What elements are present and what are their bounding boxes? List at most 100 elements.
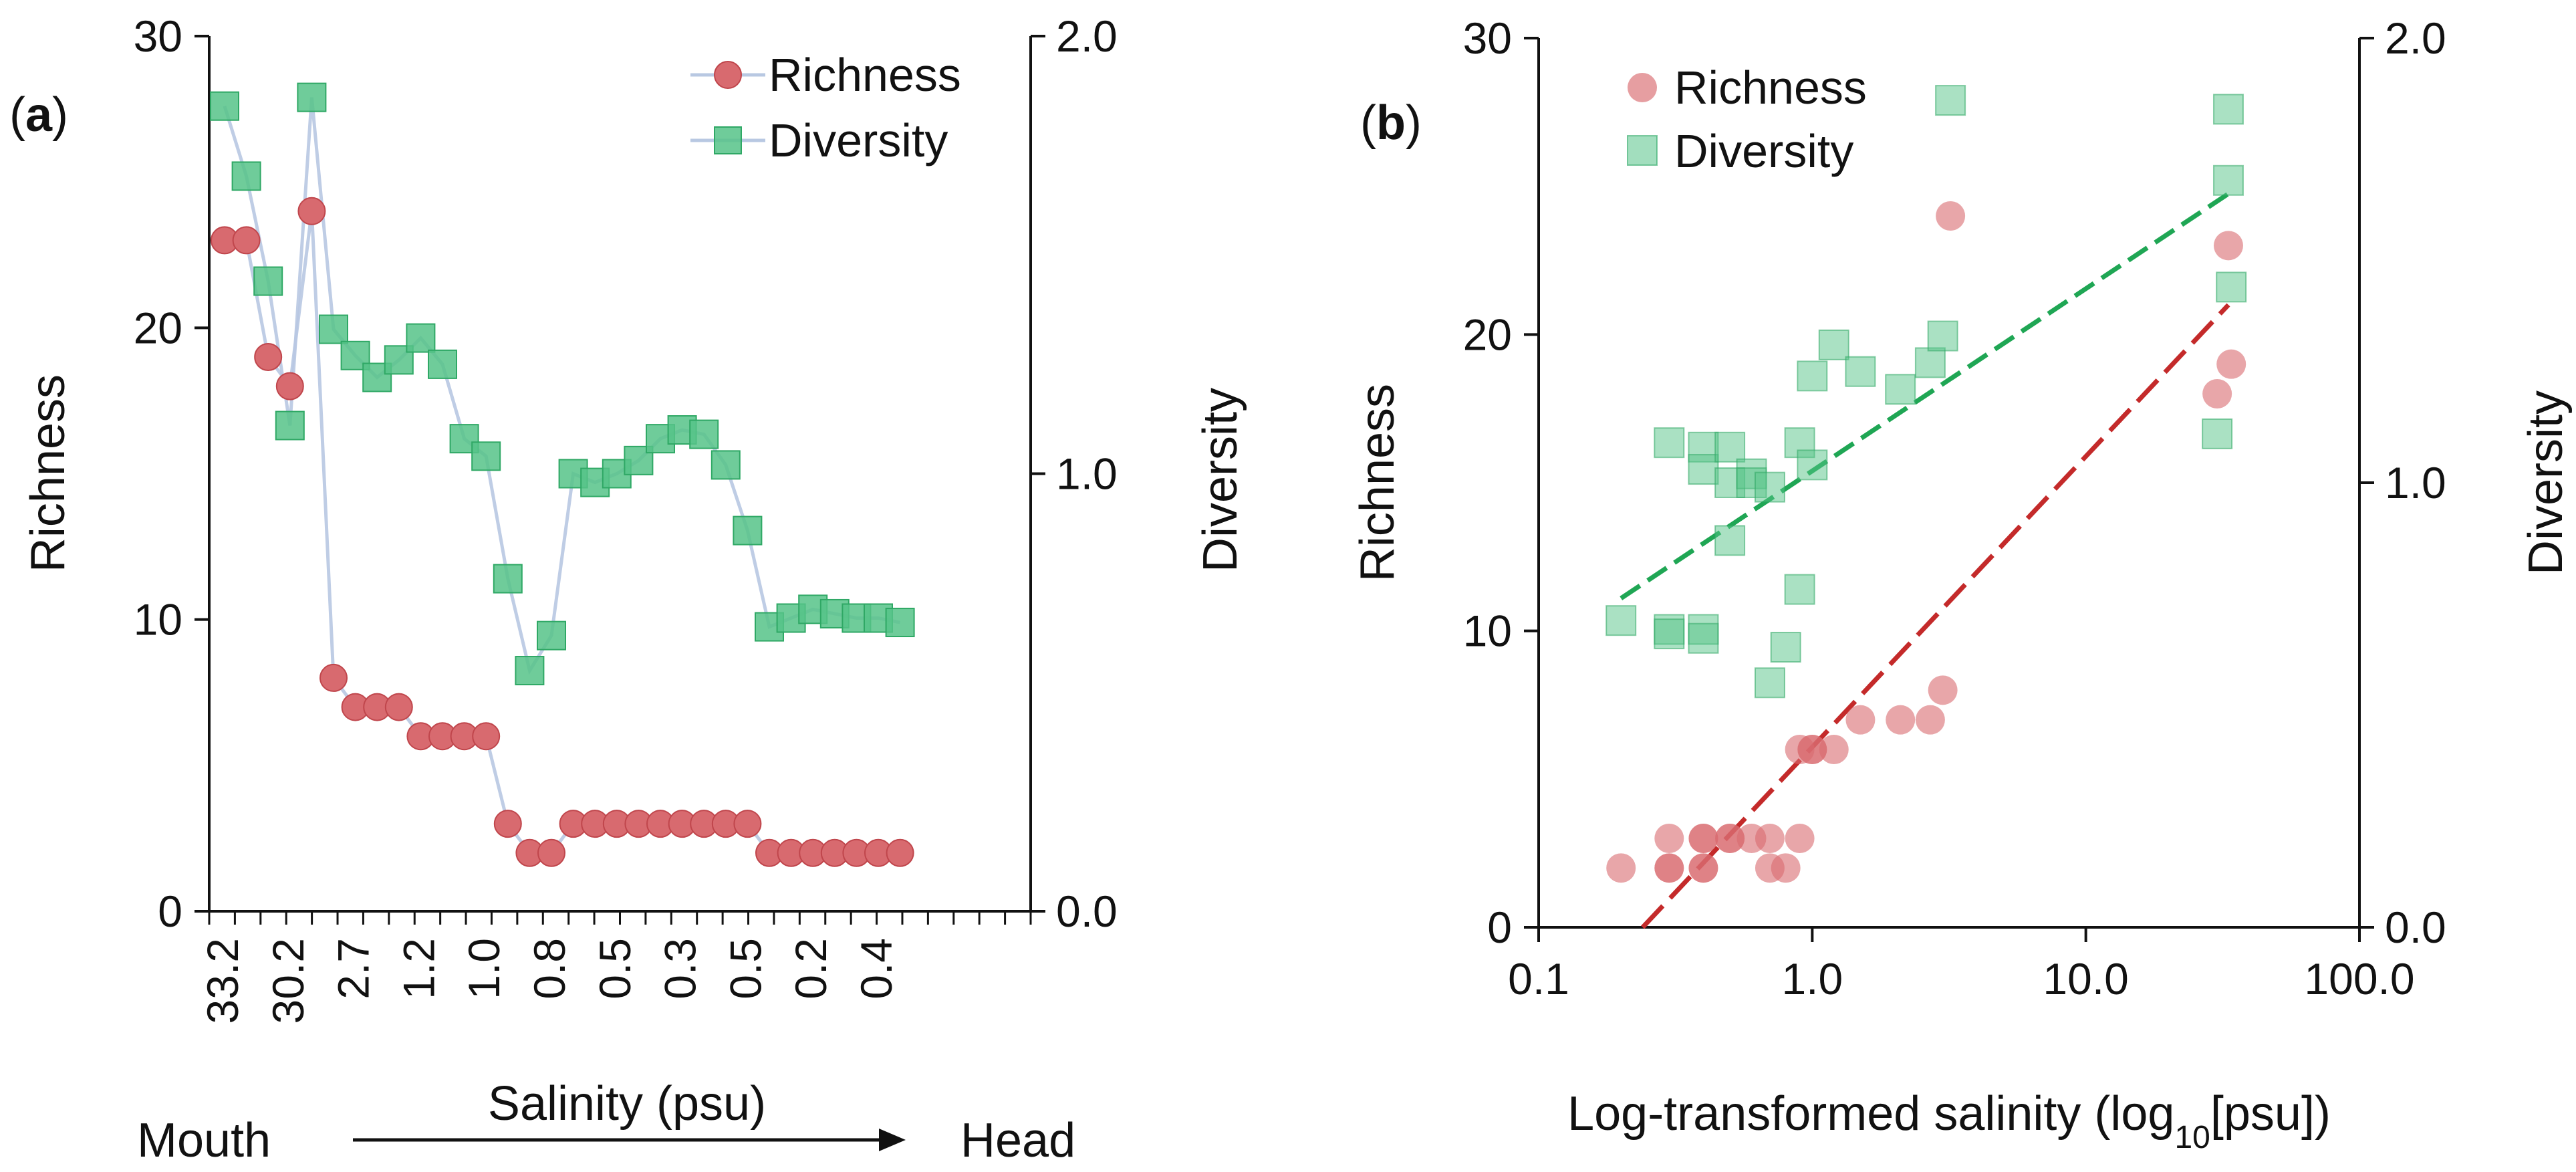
data-point-richness (1606, 853, 1636, 883)
legend-b-richness-marker (1628, 73, 1657, 102)
panel-a-label: (a) (9, 88, 68, 142)
data-point-diversity (2202, 418, 2233, 449)
data-point-diversity (2212, 94, 2244, 125)
data-point-diversity (1770, 632, 1801, 663)
data-point-richness (472, 722, 501, 751)
data-point-diversity (1714, 431, 1746, 463)
data-point-diversity (1797, 360, 1828, 392)
data-point-richness (1819, 735, 1849, 764)
panel-a-xtick-label: 30.2 (263, 938, 313, 1024)
panel-a-xtick-label: 0.3 (656, 938, 705, 1000)
panel-b-x-axis-label: Log-transformed salinity (log10[psu]) (1567, 1087, 2331, 1155)
panel-a-xtick-label: 0.8 (525, 938, 574, 1000)
panel-a-x-axis-label: Salinity (psu) (488, 1077, 766, 1131)
data-point-diversity (1885, 374, 1916, 405)
data-point-diversity (1845, 356, 1876, 387)
panel-b-y2-axis-label: Diversity (2519, 390, 2573, 575)
data-point-diversity (1784, 574, 1815, 605)
data-point-richness (254, 342, 283, 371)
legend-b-richness-label: Richness (1674, 62, 1867, 114)
data-point-richness (275, 372, 304, 400)
data-point-richness (1845, 705, 1876, 735)
data-point-richness (1688, 853, 1718, 883)
panel-b-legend: Richness Diversity (1627, 62, 1867, 177)
legend-b-diversity-marker (1627, 135, 1658, 166)
direction-to-label: Head (960, 1114, 1075, 1167)
panel-b-label: (b) (1360, 96, 1422, 150)
data-point-richness (1654, 824, 1684, 853)
data-point-diversity (1914, 347, 1946, 378)
data-point-diversity (319, 314, 348, 344)
panel-a-ytick-label: 30 (134, 11, 182, 61)
panel-a-xtick-label: 2.7 (329, 938, 378, 1000)
panel-a-xtick-label: 0.4 (852, 938, 901, 1000)
panel-a-xtick-label: 33.2 (198, 938, 247, 1024)
panel-b-y2tick-label: 1.0 (2385, 458, 2446, 507)
data-point-richness (1797, 735, 1827, 764)
data-point-diversity (711, 450, 741, 480)
data-point-diversity (1688, 622, 1719, 654)
panel-a-y-axis-label: Richness (21, 374, 75, 572)
panel-a-xtick-label: 1.0 (459, 938, 509, 1000)
trendline-diversity (1620, 191, 2230, 600)
data-point-richness (1936, 201, 1966, 231)
panel-a-ytick-label: 10 (134, 595, 182, 644)
panel-b-ytick-label: 20 (1463, 310, 1512, 359)
data-point-diversity (384, 345, 414, 375)
panel-b-xtick-label: 10.0 (2043, 954, 2128, 1004)
data-point-richness (2202, 379, 2232, 408)
data-point-richness (232, 226, 261, 255)
legend-b-diversity-label: Diversity (1674, 125, 1853, 177)
panel-b-y-axis-label: Richness (1351, 384, 1404, 582)
data-point-diversity (1818, 329, 1849, 360)
panel-b-y2tick-label: 0.0 (2385, 903, 2446, 952)
data-point-richness (2216, 349, 2246, 379)
panel-a-legend: Richness Diversity (690, 49, 961, 166)
data-point-diversity (1935, 85, 1966, 116)
panel-a-y2tick-label: 1.0 (1056, 449, 1118, 499)
data-point-diversity (471, 441, 501, 471)
data-point-diversity (210, 91, 239, 121)
data-point-diversity (1754, 667, 1785, 699)
panel-b: (b) 0 10 20 30 0.0 1.0 2.0 0.1 1.0 10.0 100.0 Ri… (1351, 13, 2573, 1155)
data-point-diversity (1605, 605, 1637, 636)
data-point-richness (319, 663, 348, 692)
data-point-diversity (1688, 454, 1719, 485)
panel-a: (a) 0 10 20 30 0.0 1.0 2.0 33.2 30.2 2.7 1.2 1.0 0… (9, 11, 1247, 1167)
panel-b-ytick-label: 10 (1463, 606, 1512, 656)
panel-a-y2tick-label: 0.0 (1056, 887, 1118, 936)
panel-b-y2tick-label: 2.0 (2385, 13, 2446, 63)
direction-arrow-head (879, 1129, 906, 1151)
data-point-richness (2213, 231, 2243, 261)
panel-b-xtick-label: 100.0 (2304, 954, 2414, 1004)
panel-a-ytick-label: 0 (158, 887, 182, 936)
data-point-diversity (1927, 320, 1958, 352)
data-point-diversity (253, 266, 283, 296)
panel-a-xtick-label: 0.5 (590, 938, 640, 1000)
data-point-diversity (1714, 525, 1746, 556)
data-point-richness (733, 810, 762, 838)
legend-a-diversity-label: Diversity (769, 114, 948, 166)
data-point-diversity (515, 656, 545, 686)
panel-a-y2tick-label: 2.0 (1056, 11, 1118, 61)
data-point-richness (537, 838, 565, 867)
data-point-richness (384, 693, 413, 721)
data-point-diversity (733, 515, 763, 546)
data-point-diversity (885, 608, 915, 638)
legend-a-richness-label: Richness (769, 49, 961, 101)
trendline-richness (1641, 303, 2230, 929)
series-line-diversity (223, 97, 901, 675)
data-point-richness (1688, 824, 1718, 853)
data-point-diversity (231, 161, 261, 191)
data-point-richness (1915, 705, 1945, 735)
data-point-diversity (428, 349, 457, 379)
panel-a-xtick-label: 0.2 (786, 938, 835, 1000)
panel-b-xtick-label: 0.1 (1508, 954, 1569, 1004)
panel-b-xtick-label: 1.0 (1781, 954, 1843, 1004)
panel-b-ytick-label: 30 (1463, 13, 1512, 63)
data-point-diversity (2216, 271, 2247, 303)
data-point-richness (1715, 824, 1745, 853)
data-point-diversity (406, 323, 436, 353)
direction-from-label: Mouth (137, 1114, 271, 1167)
